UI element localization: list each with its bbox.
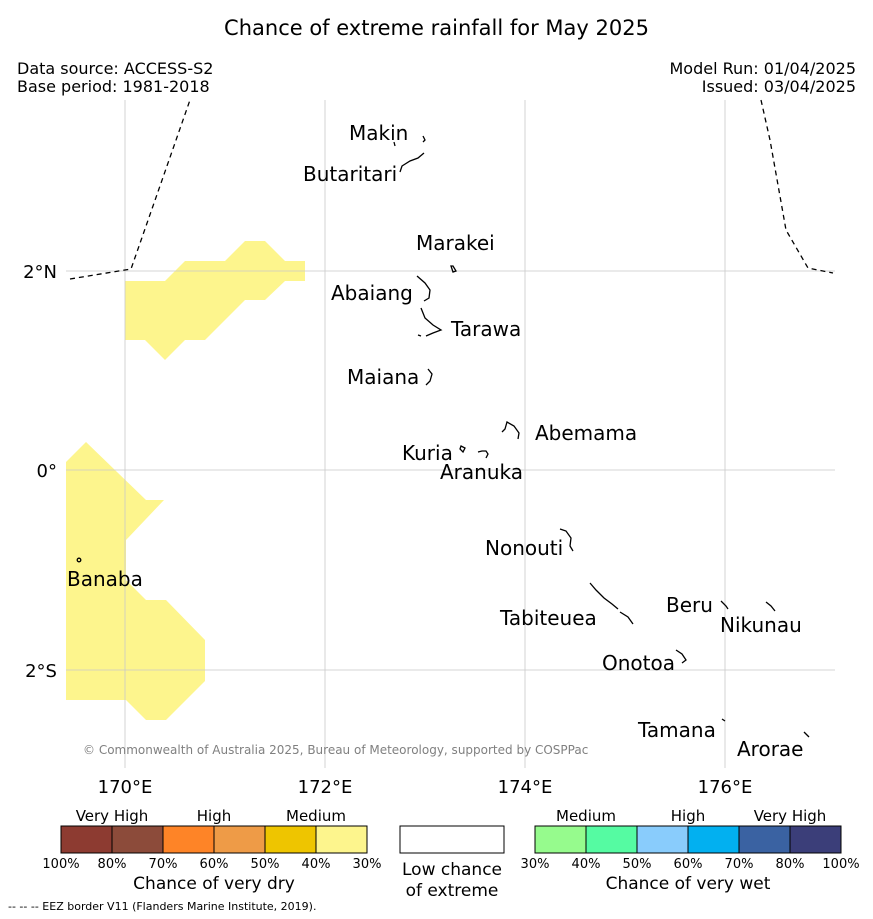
island-label-arorae: Arorae (737, 737, 803, 761)
legend-wet-swatch-4 (687, 825, 740, 854)
legend-neutral-line1: Low chance (402, 860, 502, 880)
latitude-labels: 2°N 0° 2°S (23, 262, 57, 682)
legend-dry-swatch-3 (162, 825, 215, 854)
legend-wet-cat-very-high: Very High (754, 807, 827, 825)
eez-border (69, 99, 834, 280)
issued-date: Issued: 03/04/2025 (701, 77, 856, 96)
legend-wet-tick: 70% (725, 857, 754, 872)
island-label-onotoa: Onotoa (602, 651, 675, 675)
data-source-info: Data source: ACCESS-S2 Base period: 1981… (17, 60, 213, 96)
legend-dry-tick: 80% (98, 857, 127, 872)
lat-label-2s: 2°S (25, 661, 57, 682)
island-label-tabiteuea: Tabiteuea (499, 606, 597, 630)
legend-wet-swatch-1 (534, 825, 587, 854)
lat-label-2n: 2°N (23, 262, 57, 283)
island-outlines (76, 135, 810, 738)
legend-neutral-line2: of extreme (406, 881, 499, 901)
island-label-nikunau: Nikunau (720, 613, 802, 637)
legend-wet-tick: 60% (674, 857, 703, 872)
island-label-marakei: Marakei (416, 231, 495, 255)
longitude-labels: 170°E 172°E 174°E 176°E (98, 777, 753, 798)
legend-wet-tick: 30% (521, 857, 550, 872)
legend-dry-cat-high: High (197, 807, 231, 825)
island-label-banaba: Banaba (67, 567, 143, 591)
legend-dry-tick: 30% (353, 857, 382, 872)
model-run: Model Run: 01/04/2025 (669, 59, 857, 78)
island-label-tarawa: Tarawa (450, 317, 521, 341)
island-label-butaritari: Butaritari (303, 162, 397, 186)
data-source: Data source: ACCESS-S2 (17, 59, 214, 78)
legend-wet-cat-medium: Medium (556, 807, 616, 825)
legend-dry-swatch-5 (264, 825, 317, 854)
legend-dry-tick: 50% (251, 857, 280, 872)
copyright-notice: © Commonwealth of Australia 2025, Bureau… (83, 743, 588, 757)
legend-wet-swatch-5 (738, 825, 791, 854)
eez-source-footnote: -- -- -- EEZ border V11 (Flanders Marine… (8, 900, 317, 913)
island-labels: Makin Butaritari Marakei Abaiang Tarawa … (67, 121, 803, 761)
lon-label-176e: 176°E (698, 777, 753, 798)
island-label-aranuka: Aranuka (440, 460, 523, 484)
legend-wet-tick: 50% (623, 857, 652, 872)
legend-wet-title: Chance of very wet (606, 874, 771, 894)
legend-dry-title: Chance of very dry (133, 874, 295, 894)
lat-label-0: 0° (37, 461, 57, 482)
map-title: Chance of extreme rainfall for May 2025 (224, 16, 649, 40)
lon-label-170e: 170°E (98, 777, 153, 798)
island-label-beru: Beru (666, 593, 713, 617)
island-label-nonouti: Nonouti (485, 536, 563, 560)
legend-wet-swatch-6 (789, 825, 842, 854)
base-period: Base period: 1981-2018 (17, 77, 210, 96)
lon-label-172e: 172°E (298, 777, 353, 798)
legend-dry-cat-medium: Medium (286, 807, 346, 825)
island-label-makin: Makin (349, 121, 408, 145)
legend-dry-swatch-2 (111, 825, 164, 854)
graticule (66, 100, 835, 768)
lon-label-174e: 174°E (498, 777, 553, 798)
legend-wet-swatch-3 (636, 825, 689, 854)
island-label-abaiang: Abaiang (331, 281, 413, 305)
legend-dry-tick: 100% (42, 857, 79, 872)
island-label-tamana: Tamana (637, 718, 716, 742)
island-label-abemama: Abemama (535, 421, 637, 445)
island-label-kuria: Kuria (402, 441, 453, 465)
legend-neutral-swatch (399, 825, 505, 854)
legend-wet-tick: 40% (572, 857, 601, 872)
legend-dry-tick: 60% (200, 857, 229, 872)
legend-dry-cat-very-high: Very High (76, 807, 149, 825)
legend-dry-tick: 70% (149, 857, 178, 872)
legend-dry: Very High High Medium 100% 80% 70% 60% 5… (42, 807, 381, 894)
legend-wet-swatch-2 (585, 825, 638, 854)
legend-wet-tick: 80% (776, 857, 805, 872)
legend-neutral: Low chance of extreme (399, 825, 505, 901)
model-run-info: Model Run: 01/04/2025 Issued: 03/04/2025 (670, 60, 857, 96)
legend-wet-cat-high: High (671, 807, 705, 825)
legend-dry-swatch-1 (60, 825, 113, 854)
island-label-maiana: Maiana (347, 365, 419, 389)
legend-dry-swatch-6 (315, 825, 368, 854)
dry-shading (66, 241, 305, 720)
legend-dry-tick: 40% (302, 857, 331, 872)
legend-dry-swatch-4 (213, 825, 266, 854)
legend-wet-tick: 100% (822, 857, 859, 872)
legend-wet: Medium High Very High 30% 40% 50% 60% 70… (521, 807, 860, 894)
